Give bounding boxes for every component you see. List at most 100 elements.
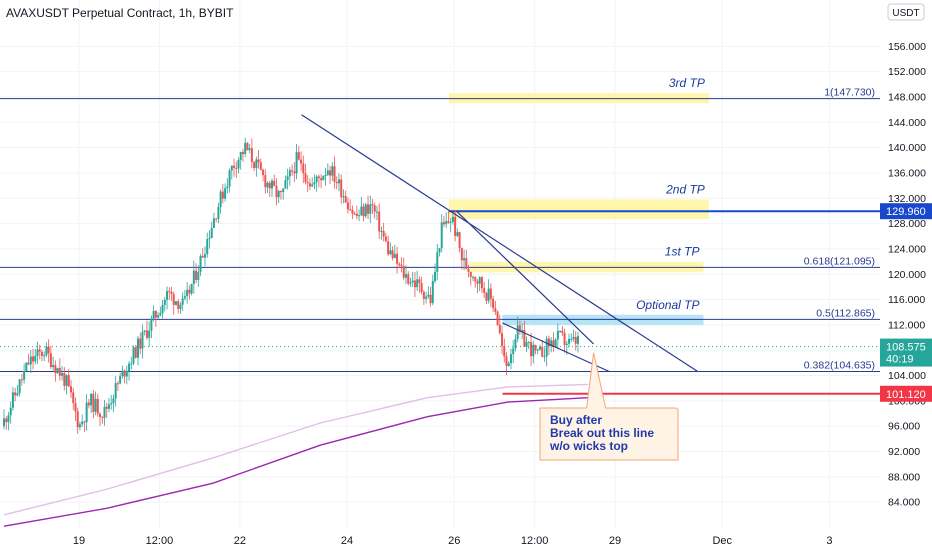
candle bbox=[18, 378, 21, 397]
candle bbox=[530, 332, 533, 366]
price-tick-label: 92.000 bbox=[888, 446, 920, 458]
candle bbox=[373, 202, 376, 219]
candle bbox=[197, 265, 200, 287]
candle-body bbox=[190, 283, 193, 294]
candle-body bbox=[576, 336, 579, 344]
candle-body bbox=[103, 406, 106, 418]
price-tick-label: 132.000 bbox=[888, 193, 926, 205]
stop-price-tag-label: 101.120 bbox=[886, 389, 926, 401]
candle bbox=[286, 168, 289, 190]
candle bbox=[103, 399, 106, 426]
candle-body bbox=[447, 221, 450, 223]
candle-body bbox=[402, 266, 405, 278]
candle-body bbox=[431, 281, 434, 304]
candle bbox=[27, 353, 30, 366]
candle-body bbox=[527, 342, 530, 344]
candle-body bbox=[38, 349, 41, 352]
candle-body bbox=[369, 204, 372, 214]
candle bbox=[87, 398, 90, 409]
candle-body bbox=[317, 176, 320, 179]
candle-body bbox=[371, 204, 374, 206]
candle bbox=[172, 291, 175, 315]
candle bbox=[81, 414, 84, 427]
candle bbox=[264, 169, 267, 194]
candle-body bbox=[219, 191, 222, 208]
candle bbox=[458, 231, 461, 253]
candle-body bbox=[483, 288, 486, 293]
candle bbox=[179, 302, 182, 314]
candle-body bbox=[425, 296, 428, 299]
price-tick-label: 112.000 bbox=[888, 319, 925, 331]
candle-body bbox=[476, 281, 479, 284]
date-tick-label: 24 bbox=[341, 535, 353, 547]
candle-body bbox=[375, 211, 378, 213]
candle bbox=[114, 376, 117, 407]
candle bbox=[344, 190, 347, 204]
candle-body bbox=[92, 393, 95, 412]
candle-body bbox=[463, 258, 466, 261]
candle-body bbox=[346, 202, 349, 210]
candle bbox=[137, 336, 139, 366]
candle-body bbox=[355, 213, 358, 217]
candle bbox=[306, 175, 309, 193]
candle-body bbox=[547, 338, 550, 347]
candle-body bbox=[139, 338, 142, 349]
candle bbox=[375, 205, 378, 221]
candle-body bbox=[56, 368, 59, 374]
candle-body bbox=[78, 424, 81, 428]
candle-body bbox=[230, 165, 233, 171]
candle bbox=[154, 310, 157, 328]
candle bbox=[157, 312, 160, 319]
candle-body bbox=[570, 338, 573, 340]
candle-body bbox=[568, 338, 571, 344]
price-tick-label: 124.000 bbox=[888, 243, 926, 255]
candle-body bbox=[445, 221, 448, 225]
candle bbox=[472, 275, 474, 282]
candle-body bbox=[134, 347, 137, 358]
candle bbox=[449, 218, 452, 233]
candle-body bbox=[469, 271, 472, 277]
candle bbox=[23, 363, 26, 384]
candle bbox=[297, 145, 300, 161]
candle-body bbox=[565, 343, 568, 345]
candle bbox=[49, 345, 52, 369]
candle bbox=[204, 246, 206, 267]
candle bbox=[183, 289, 186, 301]
moving-average-line-1 bbox=[3, 383, 589, 516]
candle bbox=[257, 150, 260, 169]
candle-body bbox=[449, 221, 452, 223]
candle bbox=[469, 271, 472, 286]
candle-body bbox=[400, 264, 403, 267]
candle-body bbox=[438, 248, 441, 253]
candle bbox=[302, 155, 305, 184]
candle-body bbox=[81, 421, 84, 425]
candle bbox=[523, 320, 526, 348]
candle-body bbox=[561, 330, 564, 333]
candle-body bbox=[505, 356, 508, 366]
candle bbox=[190, 283, 193, 296]
date-tick-label: Dec bbox=[712, 535, 732, 547]
candle-body bbox=[85, 402, 88, 423]
candle-body bbox=[440, 222, 443, 249]
candle-body bbox=[541, 346, 544, 357]
candle bbox=[40, 349, 43, 362]
candle bbox=[382, 222, 385, 242]
candle bbox=[576, 331, 579, 353]
candle-body bbox=[550, 340, 553, 347]
candle-body bbox=[304, 173, 307, 183]
candle bbox=[116, 381, 119, 391]
candle-body bbox=[384, 236, 387, 242]
candle bbox=[259, 158, 262, 171]
candle bbox=[393, 244, 396, 259]
price-axis-background bbox=[880, 0, 932, 550]
candle-body bbox=[306, 182, 309, 184]
candle bbox=[422, 289, 425, 305]
candle bbox=[362, 203, 365, 222]
candle-body bbox=[83, 421, 86, 423]
candle bbox=[230, 165, 233, 180]
candle-body bbox=[94, 398, 97, 412]
candle-body bbox=[349, 209, 352, 211]
candle bbox=[195, 263, 198, 284]
candle bbox=[465, 249, 468, 270]
candle bbox=[262, 168, 265, 182]
